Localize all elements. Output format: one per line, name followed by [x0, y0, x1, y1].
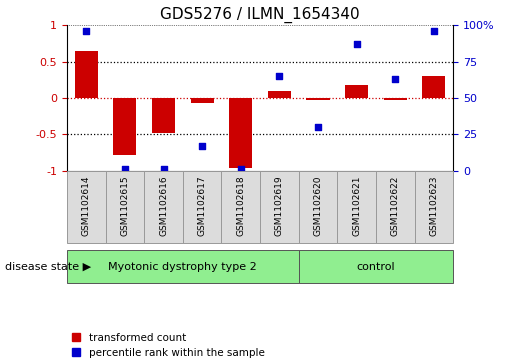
- Bar: [415, 171, 453, 243]
- Bar: [191, 98, 214, 103]
- Bar: [67, 171, 106, 243]
- Bar: [183, 171, 221, 243]
- Point: [236, 166, 245, 172]
- Point: [391, 76, 400, 82]
- Text: GSM1102617: GSM1102617: [198, 175, 207, 236]
- Bar: [113, 98, 136, 155]
- Point: [430, 28, 438, 34]
- Bar: [422, 76, 445, 98]
- Bar: [376, 171, 415, 243]
- Point: [275, 73, 283, 79]
- Bar: [260, 171, 299, 243]
- Text: control: control: [356, 262, 396, 272]
- Bar: [299, 171, 337, 243]
- Bar: [75, 51, 98, 98]
- Text: GSM1102615: GSM1102615: [121, 175, 129, 236]
- Text: GSM1102621: GSM1102621: [352, 175, 361, 236]
- Point: [314, 124, 322, 130]
- Bar: [337, 171, 376, 243]
- Bar: [67, 250, 299, 283]
- Text: GSM1102619: GSM1102619: [275, 175, 284, 236]
- Bar: [106, 171, 144, 243]
- Point: [352, 41, 360, 47]
- Bar: [306, 98, 330, 100]
- Bar: [268, 91, 291, 98]
- Text: Myotonic dystrophy type 2: Myotonic dystrophy type 2: [109, 262, 257, 272]
- Text: GSM1102622: GSM1102622: [391, 175, 400, 236]
- Point: [82, 28, 91, 34]
- Text: GSM1102623: GSM1102623: [430, 175, 438, 236]
- Point: [198, 143, 206, 149]
- Title: GDS5276 / ILMN_1654340: GDS5276 / ILMN_1654340: [160, 7, 360, 23]
- Text: GSM1102614: GSM1102614: [82, 175, 91, 236]
- Text: GSM1102618: GSM1102618: [236, 175, 245, 236]
- Text: disease state ▶: disease state ▶: [5, 262, 91, 272]
- Point: [159, 166, 167, 172]
- Bar: [229, 98, 252, 168]
- Bar: [384, 98, 407, 100]
- Text: GSM1102616: GSM1102616: [159, 175, 168, 236]
- Bar: [345, 85, 368, 98]
- Legend: transformed count, percentile rank within the sample: transformed count, percentile rank withi…: [72, 333, 265, 358]
- Bar: [299, 250, 453, 283]
- Bar: [152, 98, 175, 133]
- Bar: [144, 171, 183, 243]
- Point: [121, 166, 129, 172]
- Text: GSM1102620: GSM1102620: [314, 175, 322, 236]
- Bar: [221, 171, 260, 243]
